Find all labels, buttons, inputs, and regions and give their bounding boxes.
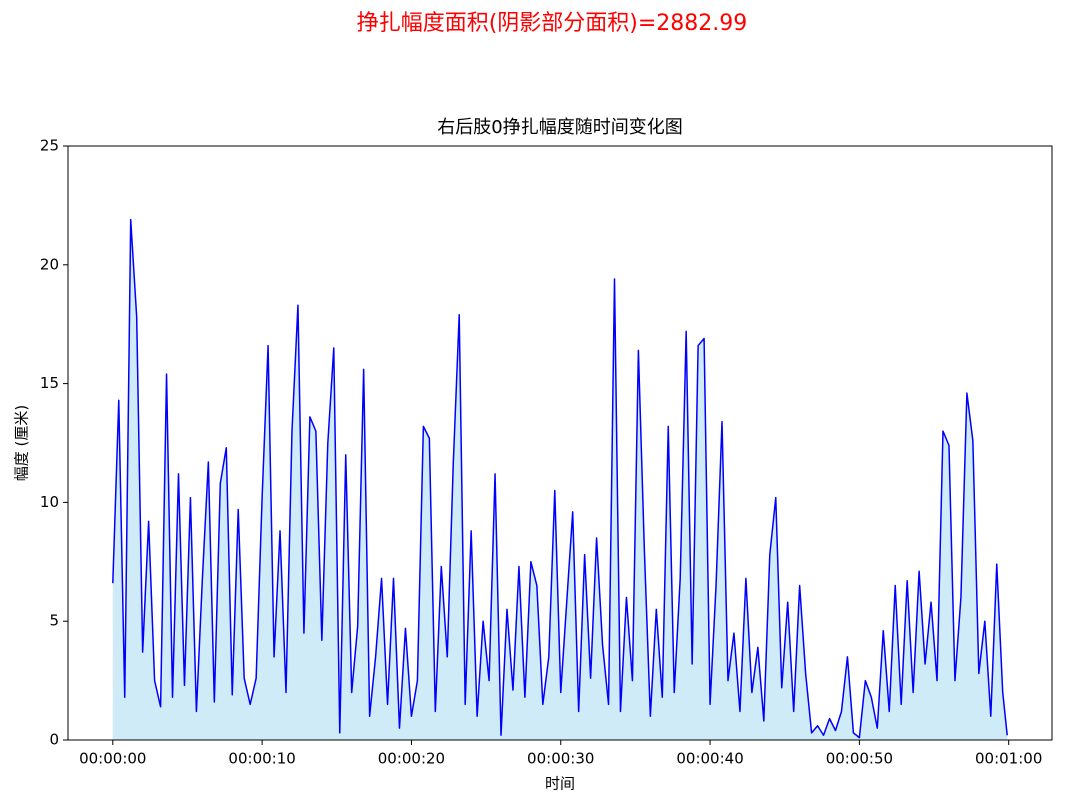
x-tick-label: 00:00:50: [826, 750, 893, 768]
area: [112, 219, 1008, 740]
y-tick-label: 25: [40, 137, 59, 155]
y-tick-label: 15: [40, 374, 59, 392]
x-axis-label: 时间: [545, 775, 575, 793]
y-tick-label: 10: [40, 493, 59, 511]
x-tick-label: 00:00:20: [378, 750, 445, 768]
y-axis-label: 幅度 (厘米): [13, 405, 31, 481]
plot-frame: [67, 145, 1053, 741]
y-tick-label: 0: [49, 731, 59, 749]
suptitle: 挣扎幅度面积(阴影部分面积)=2882.99: [357, 11, 748, 36]
line: [112, 218, 1008, 739]
x-tick-label: 00:00:10: [228, 750, 295, 768]
x-tick-label: 00:00:00: [79, 750, 146, 768]
y-tick-label: 5: [49, 612, 59, 630]
x-tick-label: 00:01:00: [975, 750, 1042, 768]
x-tick-label: 00:00:30: [527, 750, 594, 768]
chart-title: 右后肢0挣扎幅度随时间变化图: [437, 117, 682, 138]
y-tick-label: 20: [40, 255, 59, 273]
x-tick-label: 00:00:40: [676, 750, 743, 768]
